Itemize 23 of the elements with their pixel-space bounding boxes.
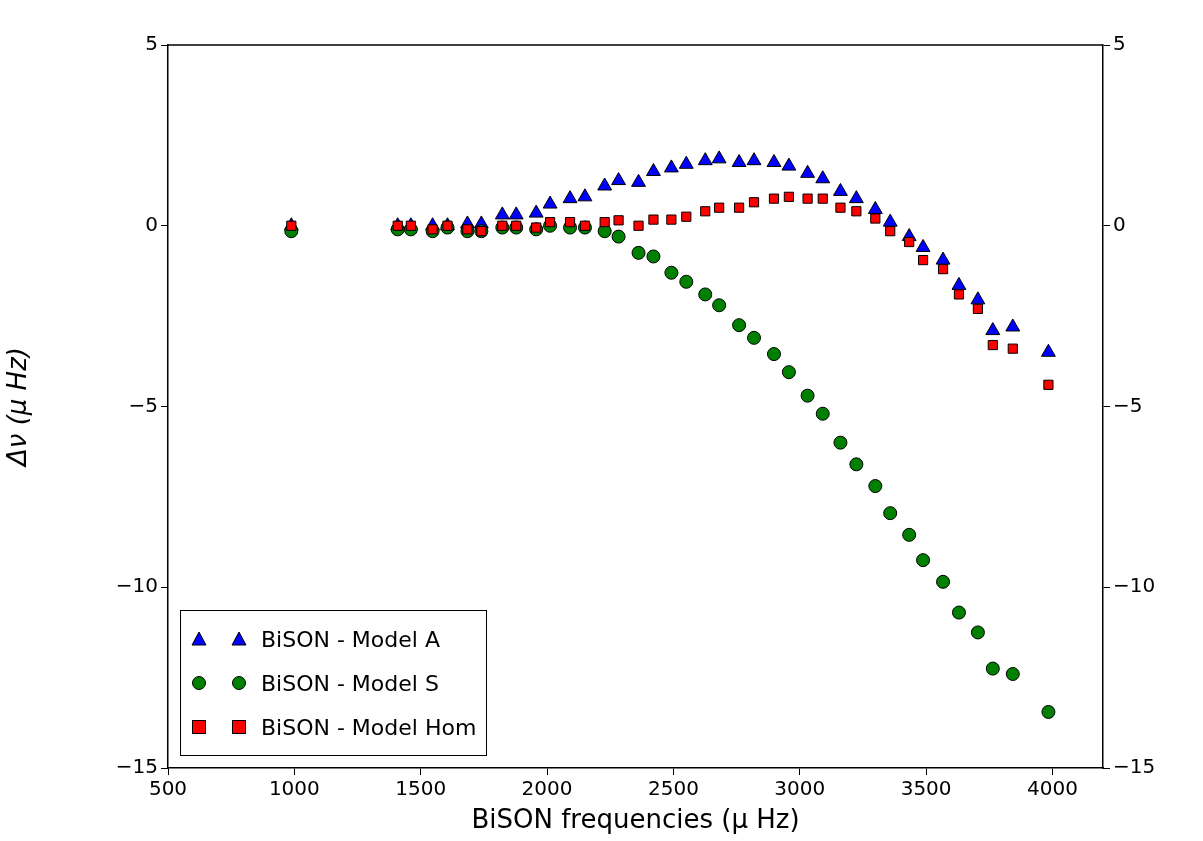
x-tick-label: 3000 xyxy=(774,776,826,801)
y2-tick-label: −15 xyxy=(1113,754,1156,779)
legend-label: BiSON - Model S xyxy=(261,670,439,696)
y-tick-label: −10 xyxy=(115,573,158,598)
y-axis-title: Δν (μ Hz) xyxy=(2,347,33,468)
x-tick-label: 500 xyxy=(148,776,188,801)
x-tick-label: 2000 xyxy=(521,776,573,801)
x-axis-title: BiSON frequencies (μ Hz) xyxy=(471,804,800,835)
y-tick-label: −5 xyxy=(128,392,158,417)
legend-label: BiSON - Model Hom xyxy=(261,714,477,740)
x-tick-label: 4000 xyxy=(1027,776,1078,801)
x-tick-label: 1500 xyxy=(395,776,447,801)
y2-tick-label: −5 xyxy=(1113,392,1143,417)
y-tick-label: 5 xyxy=(145,31,158,56)
x-tick-label: 3500 xyxy=(900,776,952,801)
y2-tick-label: 5 xyxy=(1113,31,1126,56)
legend-label: BiSON - Model A xyxy=(261,626,440,652)
x-tick-label: 2500 xyxy=(647,776,699,801)
y-tick-label: 0 xyxy=(145,211,158,236)
y-tick-label: −15 xyxy=(115,754,158,779)
y2-tick-label: −10 xyxy=(1113,573,1156,598)
y2-tick-label: 0 xyxy=(1113,211,1126,236)
x-tick-label: 1000 xyxy=(268,776,320,801)
